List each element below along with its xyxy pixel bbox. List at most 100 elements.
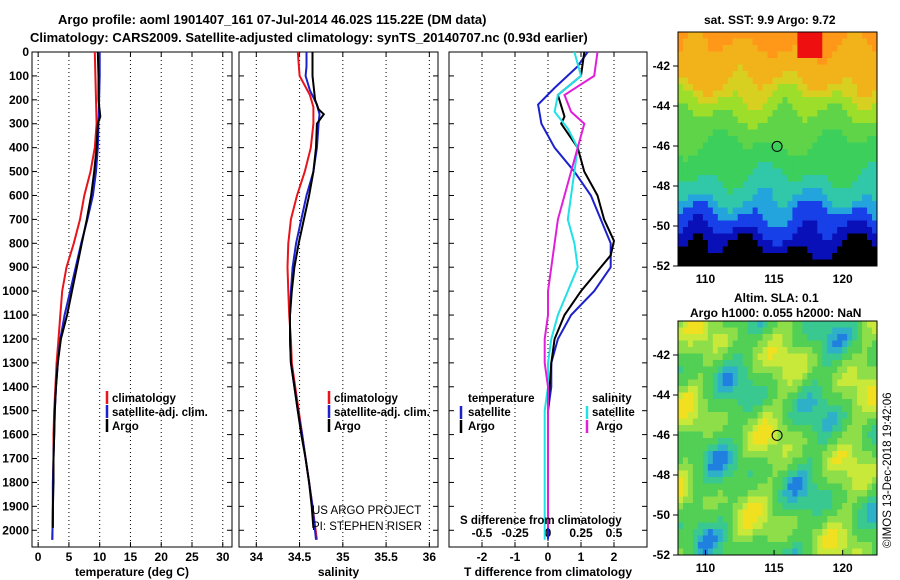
map-cell: [732, 253, 739, 260]
map-cell: [762, 38, 769, 46]
map-cell: [707, 181, 714, 189]
map-cell: [752, 90, 759, 98]
map-cell: [822, 535, 828, 543]
map-cell: [872, 490, 878, 497]
map-cell: [802, 490, 808, 497]
map-cell: [682, 412, 689, 419]
map-cell: [822, 201, 828, 208]
map-cell: [702, 188, 709, 195]
map-cell: [712, 542, 719, 549]
map-cell: [787, 451, 793, 458]
map-cell: [777, 405, 783, 413]
map-cell: [762, 483, 769, 491]
map-cell: [777, 470, 783, 478]
map-cell: [857, 168, 863, 176]
map-cell: [717, 103, 724, 111]
map-cell: [797, 246, 803, 254]
map-cell: [702, 97, 709, 104]
map-y-tick-label: -42: [653, 59, 671, 73]
map-cell: [837, 142, 843, 150]
map-cell: [777, 321, 783, 328]
map-cell: [757, 431, 764, 439]
map-cell: [797, 253, 803, 260]
map-cell: [862, 340, 868, 348]
map-cell: [717, 379, 724, 387]
map-cell: [807, 444, 813, 452]
map-cell: [772, 220, 778, 228]
map-cell: [807, 103, 813, 111]
map-y-tick-label: -48: [653, 468, 671, 482]
map-cell: [742, 392, 749, 400]
map-cell: [837, 444, 843, 452]
map-cell: [792, 162, 798, 169]
map-cell: [762, 405, 769, 413]
map-cell: [772, 425, 778, 432]
map-cell: [767, 155, 774, 163]
map-cell: [737, 392, 744, 400]
map-cell: [832, 548, 838, 556]
map-cell: [852, 194, 858, 202]
map-cell: [678, 188, 684, 195]
map-cell: [807, 246, 813, 254]
temperature-panel: 0 5 10 15 20 25 300100200300400500600700800900…: [2, 45, 233, 579]
map-cell: [832, 457, 838, 465]
map-cell: [797, 123, 803, 130]
map-cell: [862, 360, 868, 367]
map-cell: [842, 353, 848, 361]
map-cell: [742, 490, 749, 497]
map-cell: [817, 444, 823, 452]
map-cell: [717, 259, 724, 267]
map-cell: [797, 548, 803, 556]
map-cell: [687, 516, 694, 523]
map-cell: [722, 214, 729, 221]
map-cell: [867, 90, 873, 98]
map-cell: [722, 142, 729, 150]
map-cell: [872, 207, 878, 215]
map-cell: [807, 233, 813, 241]
map-cell: [767, 214, 774, 221]
sst-map-title: sat. SST: 9.9 Argo: 9.72: [704, 13, 836, 27]
map-cell: [827, 240, 833, 247]
map-cell: [757, 110, 764, 117]
map-cell: [752, 51, 759, 59]
map-cell: [787, 116, 793, 124]
map-cell: [807, 438, 813, 445]
map-cell: [792, 431, 798, 439]
map-cell: [742, 194, 749, 202]
map-cell: [752, 129, 759, 137]
map-cell: [692, 360, 699, 367]
map-cell: [767, 71, 774, 78]
map-cell: [702, 522, 709, 530]
map-cell: [862, 522, 868, 530]
map-cell: [682, 259, 689, 267]
map-cell: [682, 58, 689, 65]
map-cell: [842, 155, 848, 163]
map-cell: [767, 123, 774, 130]
map-cell: [767, 97, 774, 104]
map-cell: [847, 503, 853, 510]
map-cell: [772, 123, 778, 130]
map-cell: [792, 240, 798, 247]
map-cell: [747, 548, 754, 556]
map-cell: [812, 392, 818, 400]
map-cell: [722, 425, 729, 432]
map-cell: [802, 136, 808, 143]
map-cell: [842, 529, 848, 536]
map-cell: [802, 246, 808, 254]
map-cell: [737, 240, 744, 247]
map-cell: [682, 438, 689, 445]
map-cell: [752, 412, 759, 419]
map-cell: [777, 227, 783, 234]
map-cell: [757, 425, 764, 432]
map-cell: [787, 149, 793, 156]
series-line-argo-salinity: [543, 51, 599, 528]
map-cell: [847, 220, 853, 228]
map-cell: [782, 457, 788, 465]
map-cell: [862, 405, 868, 413]
map-cell: [797, 522, 803, 530]
map-cell: [832, 431, 838, 439]
map-cell: [802, 379, 808, 387]
pi-credit: PI: STEPHEN RISER: [312, 521, 422, 533]
map-cell: [812, 353, 818, 361]
map-cell: [847, 438, 853, 445]
